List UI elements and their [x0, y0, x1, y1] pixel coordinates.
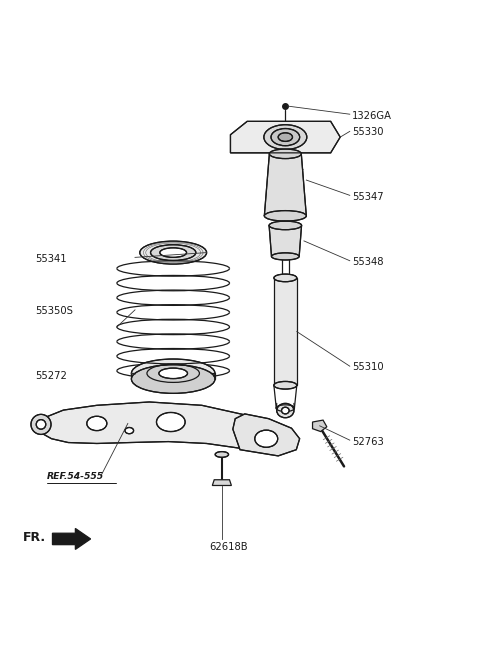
Text: 1326GA: 1326GA [352, 111, 392, 121]
Text: FR.: FR. [23, 531, 46, 544]
Text: 55348: 55348 [352, 257, 384, 267]
Text: 55272: 55272 [35, 371, 67, 380]
Polygon shape [312, 420, 327, 432]
Ellipse shape [264, 125, 307, 150]
Ellipse shape [271, 129, 300, 146]
Ellipse shape [156, 413, 185, 432]
Text: 52763: 52763 [352, 437, 384, 447]
Text: 55310: 55310 [352, 362, 384, 372]
Ellipse shape [151, 245, 196, 260]
Text: REF.54-555: REF.54-555 [47, 472, 104, 482]
Polygon shape [37, 402, 297, 455]
Polygon shape [52, 529, 91, 550]
Ellipse shape [160, 248, 187, 257]
Ellipse shape [132, 365, 215, 394]
Text: 55347: 55347 [352, 192, 384, 202]
Polygon shape [132, 373, 215, 379]
Polygon shape [212, 480, 231, 485]
Ellipse shape [272, 253, 299, 260]
Ellipse shape [255, 430, 278, 447]
Ellipse shape [36, 420, 46, 429]
Text: 62618B: 62618B [209, 542, 248, 552]
Text: 55341: 55341 [35, 254, 66, 264]
Ellipse shape [215, 451, 228, 457]
Ellipse shape [147, 364, 199, 382]
Ellipse shape [140, 241, 206, 264]
Ellipse shape [159, 368, 188, 379]
Ellipse shape [269, 221, 301, 230]
Ellipse shape [274, 274, 297, 281]
Polygon shape [269, 226, 301, 256]
Polygon shape [264, 154, 306, 216]
Ellipse shape [276, 405, 294, 411]
Polygon shape [233, 414, 300, 456]
Text: 55330: 55330 [352, 127, 384, 137]
Ellipse shape [278, 133, 292, 142]
Ellipse shape [87, 417, 107, 430]
Ellipse shape [125, 428, 133, 434]
Ellipse shape [269, 149, 301, 159]
Ellipse shape [264, 211, 306, 221]
Bar [274, 278, 297, 385]
Ellipse shape [31, 415, 51, 434]
Ellipse shape [277, 403, 294, 418]
Polygon shape [230, 121, 340, 153]
Text: 55350S: 55350S [35, 306, 72, 316]
Ellipse shape [132, 359, 215, 388]
Ellipse shape [274, 381, 297, 389]
Ellipse shape [281, 407, 289, 414]
